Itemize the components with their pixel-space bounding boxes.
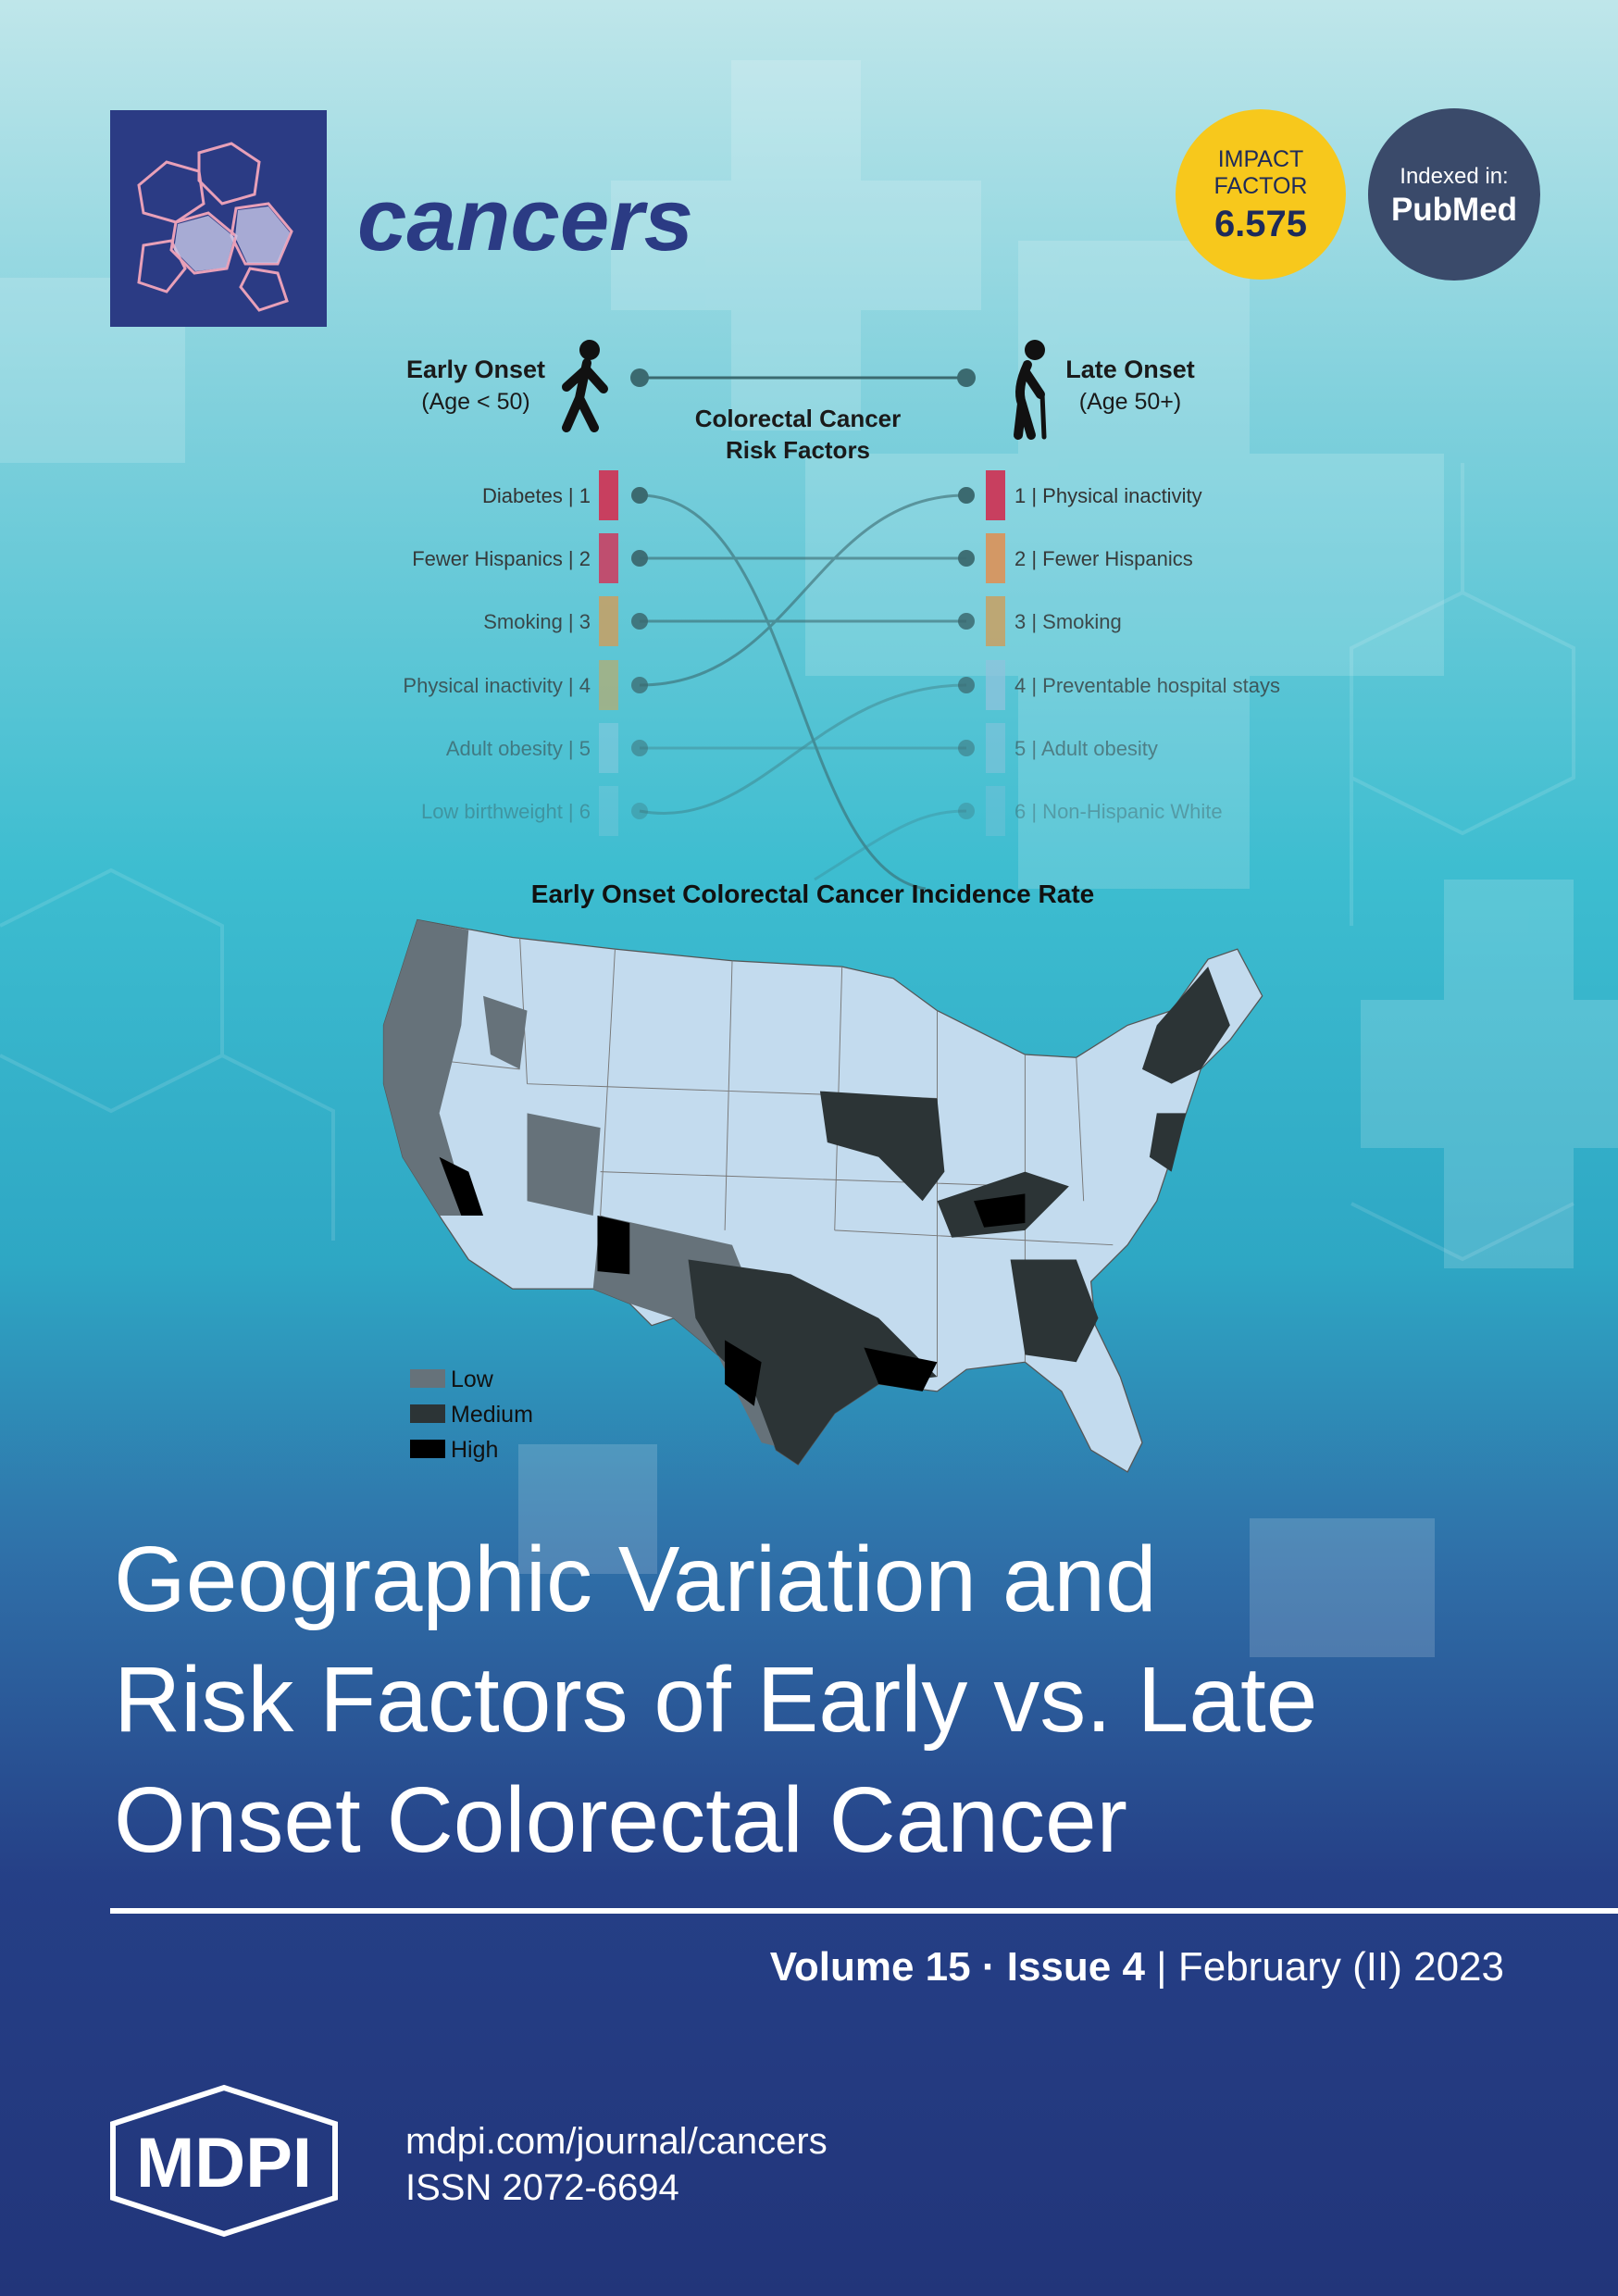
issue: Issue 4 — [1007, 1944, 1146, 1990]
factor-row: Physical inactivity | 4 — [403, 660, 648, 710]
factor-dot — [631, 487, 648, 504]
indexed-name: PubMed — [1391, 192, 1517, 228]
factor-dot — [958, 613, 975, 630]
factor-row: Adult obesity | 5 — [446, 723, 648, 773]
article-title: Geographic Variation and — [114, 1528, 1157, 1631]
indexed-badge — [1368, 108, 1540, 281]
factor-dot — [958, 487, 975, 504]
factor-label: Diabetes | 1 — [482, 484, 591, 507]
logo-cells-fill — [174, 206, 290, 271]
legend-swatch — [410, 1440, 445, 1458]
impact-label: IMPACT — [1218, 146, 1304, 172]
connector-dot — [957, 368, 976, 387]
factor-label: 1 | Physical inactivity — [1014, 484, 1202, 507]
factor-bar — [599, 470, 618, 520]
factor-dot — [958, 740, 975, 756]
factor-label: Physical inactivity | 4 — [403, 674, 591, 697]
factor-dot — [631, 803, 648, 819]
factor-label: Low birthweight | 6 — [421, 800, 591, 823]
impact-badge — [1176, 109, 1346, 280]
separator: · — [982, 1944, 996, 1990]
date: February (II) 2023 — [1178, 1944, 1504, 1990]
elder-icon — [1014, 340, 1047, 440]
factor-row: Fewer Hispanics | 2 — [412, 533, 648, 583]
factor-bar — [599, 596, 618, 646]
factor-row: 5 | Adult obesity — [958, 723, 1158, 773]
factor-bar — [986, 660, 1005, 710]
indexed-label: Indexed in: — [1400, 164, 1508, 189]
factor-dot — [631, 550, 648, 567]
late-subtitle: (Age 50+) — [1079, 389, 1182, 415]
us-map — [382, 918, 1263, 1473]
early-subtitle: (Age < 50) — [421, 389, 529, 415]
journal-logo — [110, 110, 327, 327]
issn: ISSN 2072-6694 — [405, 2167, 679, 2208]
figure-title: Colorectal Cancer — [695, 405, 902, 432]
factor-bar — [599, 660, 618, 710]
factor-dot — [958, 803, 975, 819]
journal-url[interactable]: mdpi.com/journal/cancers — [405, 2121, 828, 2162]
factor-label: Adult obesity | 5 — [446, 737, 591, 760]
map-legend: Low Medium High — [410, 1366, 533, 1463]
publisher-hexagon — [110, 2084, 338, 2238]
factor-row: Low birthweight | 6 — [421, 786, 648, 836]
article-title: Onset Colorectal Cancer — [114, 1768, 1127, 1872]
rule — [110, 1908, 1618, 1914]
rank-links — [639, 493, 967, 891]
factor-dot — [958, 677, 975, 693]
factor-dot — [631, 613, 648, 630]
factor-row: 3 | Smoking — [958, 596, 1122, 646]
legend-swatch — [410, 1369, 445, 1388]
factor-row: 4 | Preventable hospital stays — [958, 660, 1280, 710]
factor-dot — [631, 677, 648, 693]
hex-network — [0, 463, 1575, 1262]
factor-row: Diabetes | 1 — [482, 470, 648, 520]
factor-label: 2 | Fewer Hispanics — [1014, 547, 1193, 570]
factor-bar — [986, 470, 1005, 520]
legend-label: Medium — [451, 1402, 533, 1428]
walker-icon — [562, 340, 608, 432]
volume: Volume 15 — [770, 1944, 971, 1990]
factor-bar — [599, 723, 618, 773]
factor-label: 4 | Preventable hospital stays — [1014, 674, 1280, 697]
factor-dot — [958, 550, 975, 567]
figure-title: Risk Factors — [726, 436, 870, 464]
factor-label: Smoking | 3 — [483, 610, 591, 633]
factor-bar — [599, 533, 618, 583]
factor-label: 6 | Non-Hispanic White — [1014, 800, 1223, 823]
impact-value: 6.575 — [1214, 204, 1307, 244]
separator: | — [1156, 1944, 1166, 1990]
risk-factors: Diabetes | 1 Fewer Hispanics | 2 Smoking |… — [403, 470, 1280, 836]
map-title: Early Onset Colorectal Cancer Incidence … — [531, 880, 1094, 908]
article-title: Risk Factors of Early vs. Late — [114, 1648, 1317, 1752]
factor-dot — [631, 740, 648, 756]
factor-row: 2 | Fewer Hispanics — [958, 533, 1193, 583]
factor-label: 3 | Smoking — [1014, 610, 1122, 633]
publisher: MDPI — [136, 2124, 312, 2202]
legend-label: High — [451, 1437, 498, 1463]
factor-bar — [986, 596, 1005, 646]
factor-row: 1 | Physical inactivity — [958, 470, 1202, 520]
factor-bar — [599, 786, 618, 836]
issue-line: Volume 15 · Issue 4 | February (II) 2023 — [770, 1944, 1504, 1990]
connector-dot — [630, 368, 649, 387]
early-title: Early Onset — [406, 356, 545, 383]
factor-label: Fewer Hispanics | 2 — [412, 547, 591, 570]
factor-bar — [986, 786, 1005, 836]
impact-label: FACTOR — [1214, 173, 1308, 199]
legend-label: Low — [451, 1366, 494, 1392]
journal-name: cancers — [357, 170, 693, 269]
factor-bar — [986, 533, 1005, 583]
late-title: Late Onset — [1065, 356, 1195, 383]
legend-swatch — [410, 1404, 445, 1423]
factor-row: Smoking | 3 — [483, 596, 648, 646]
factor-bar — [986, 723, 1005, 773]
factor-label: 5 | Adult obesity — [1014, 737, 1158, 760]
factor-row: 6 | Non-Hispanic White — [958, 786, 1223, 836]
